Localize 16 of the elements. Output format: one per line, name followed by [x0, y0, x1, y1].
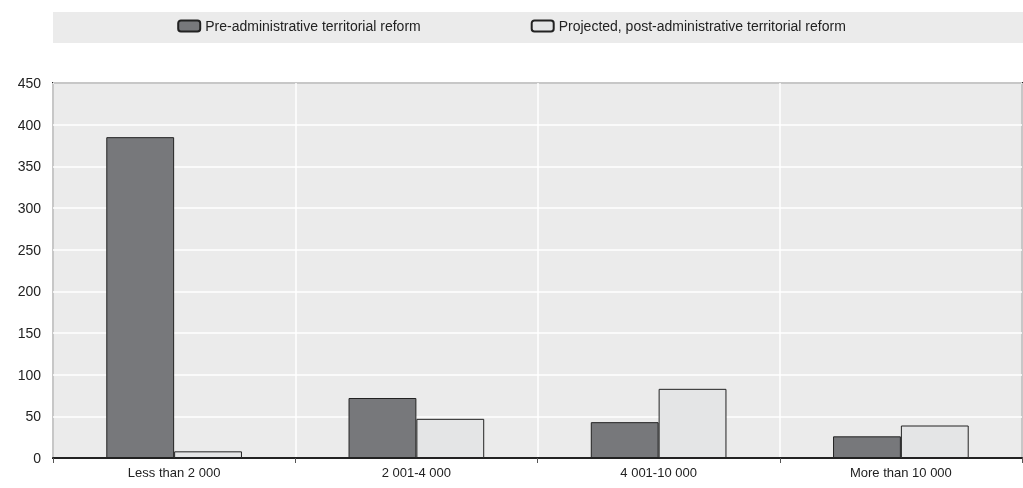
- x-tick-label: 4 001-10 000: [620, 465, 697, 480]
- x-tick-label: More than 10 000: [849, 465, 952, 480]
- y-tick-label: 100: [17, 366, 42, 383]
- y-tick-label: 250: [17, 241, 42, 258]
- y-tick-label: 50: [25, 408, 42, 425]
- y-tick-label: 200: [17, 283, 42, 300]
- y-tick-label: 150: [17, 325, 42, 341]
- y-tick-label: 450: [17, 75, 42, 91]
- legend-label: Projected, post-administrative territorial reform: [558, 18, 846, 34]
- y-tick-label: 400: [17, 116, 42, 133]
- x-tick-label: 2 001-4 000: [381, 465, 452, 480]
- legend-label: Pre-administrative territorial reform: [205, 18, 421, 34]
- y-tick-label: 0: [33, 450, 42, 466]
- y-tick-label: 300: [17, 200, 42, 216]
- y-tick-label: 350: [17, 158, 42, 175]
- x-tick-label: Less than 2 000: [127, 465, 221, 480]
